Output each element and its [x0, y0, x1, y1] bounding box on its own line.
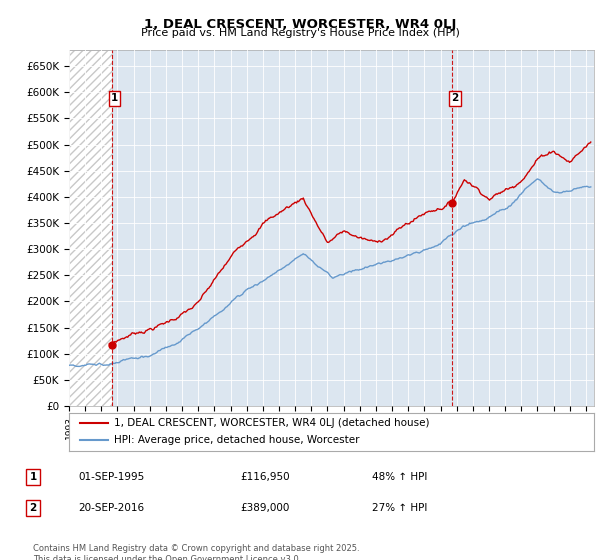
Text: HPI: Average price, detached house, Worcester: HPI: Average price, detached house, Worc…	[113, 435, 359, 445]
Text: Price paid vs. HM Land Registry's House Price Index (HPI): Price paid vs. HM Land Registry's House …	[140, 28, 460, 38]
Text: 1, DEAL CRESCENT, WORCESTER, WR4 0LJ (detached house): 1, DEAL CRESCENT, WORCESTER, WR4 0LJ (de…	[113, 418, 429, 428]
Text: 48% ↑ HPI: 48% ↑ HPI	[372, 472, 427, 482]
Text: Contains HM Land Registry data © Crown copyright and database right 2025.
This d: Contains HM Land Registry data © Crown c…	[33, 544, 359, 560]
Text: 2: 2	[451, 94, 458, 104]
Text: 01-SEP-1995: 01-SEP-1995	[78, 472, 144, 482]
Text: 1, DEAL CRESCENT, WORCESTER, WR4 0LJ: 1, DEAL CRESCENT, WORCESTER, WR4 0LJ	[144, 18, 456, 31]
Text: 20-SEP-2016: 20-SEP-2016	[78, 503, 144, 513]
Text: £116,950: £116,950	[240, 472, 290, 482]
Text: £389,000: £389,000	[240, 503, 289, 513]
Text: 27% ↑ HPI: 27% ↑ HPI	[372, 503, 427, 513]
Text: 1: 1	[111, 94, 118, 104]
Bar	[69, 50, 112, 406]
Text: 2: 2	[29, 503, 37, 513]
Text: 1: 1	[29, 472, 37, 482]
